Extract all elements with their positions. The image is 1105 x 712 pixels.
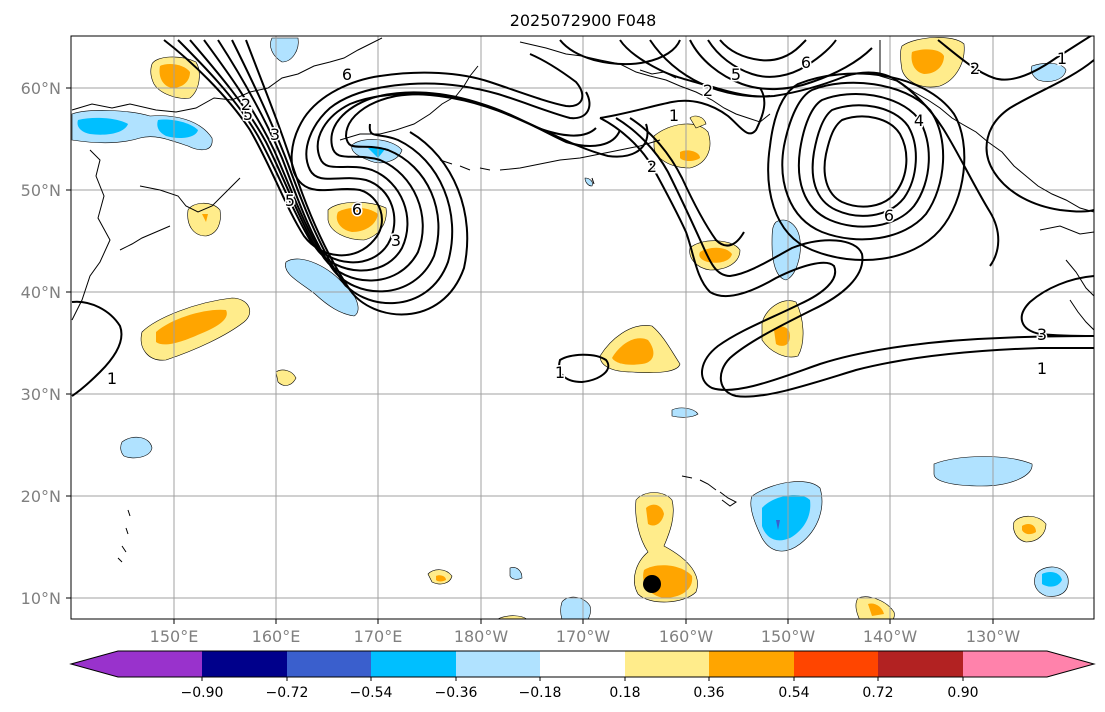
colorbar-segment (709, 651, 794, 677)
colorbar-segments (71, 651, 1094, 677)
contour-label: 4 (914, 111, 924, 130)
colorbar-segment (287, 651, 371, 677)
colorbar-tick-label: 0.36 (693, 685, 724, 701)
colorbar-segment (202, 651, 287, 677)
colorbar-tick-label: −0.54 (350, 685, 393, 701)
contour-label: 2 (241, 95, 251, 114)
contour-label: 5 (731, 65, 741, 84)
contour-label: 6 (352, 200, 362, 219)
colorbar-tick-label: −0.90 (181, 685, 224, 701)
contour-label: 2 (970, 59, 980, 78)
lat-label: 30°N (21, 385, 61, 404)
lon-axis: 150°E 160°E 170°E 180°W 170°W 160°W 150°… (150, 619, 1021, 646)
contour-label: 3 (391, 231, 401, 250)
lon-label: 150°E (150, 627, 199, 646)
lon-label: 170°W (556, 627, 611, 646)
storm-marker (643, 575, 661, 593)
contour-label: 3 (1037, 325, 1047, 344)
contour-label-group: 6 5 3 2 6 5 3 2 1 6 4 2 1 3 1 1 5 1 2 6 (105, 48, 1068, 390)
contour-label: 3 (270, 125, 280, 144)
contour-label: 1 (1057, 49, 1067, 68)
colorbar-segment (794, 651, 878, 677)
colorbar-segment (878, 651, 963, 677)
lat-label: 10°N (21, 589, 61, 608)
contour-label: 6 (342, 65, 352, 84)
colorbar-tick-label: −0.18 (519, 685, 562, 701)
lon-label: 180°W (454, 627, 509, 646)
colorbar-tick-label: −0.72 (266, 685, 309, 701)
lon-label: 150°W (761, 627, 816, 646)
contour-label: 1 (669, 106, 679, 125)
contour-label: 5 (243, 105, 253, 124)
lon-label: 130°W (966, 627, 1021, 646)
contour-label: 6 (801, 53, 811, 72)
colorbar-tick-label: −0.36 (435, 685, 478, 701)
colorbar-segment (456, 651, 540, 677)
contour-label: 2 (703, 81, 713, 100)
lon-label: 140°W (863, 627, 918, 646)
colorbar-tick-label: 0.90 (947, 685, 978, 701)
contour-label: 1 (107, 369, 117, 388)
lat-label: 20°N (21, 487, 61, 506)
colorbar-segment (963, 651, 1094, 677)
colorbar-tick-label: 0.72 (862, 685, 893, 701)
colorbar-ticks: −0.90 −0.72 −0.54 −0.36 −0.18 0.18 0.36 … (181, 677, 979, 701)
map-title: 2025072900 F048 (510, 11, 657, 30)
colorbar-tick-label: 0.54 (778, 685, 809, 701)
lat-axis: 60°N 50°N 40°N 30°N 20°N 10°N (21, 79, 71, 608)
colorbar-tick-label: 0.18 (609, 685, 640, 701)
lat-label: 40°N (21, 283, 61, 302)
lat-label: 60°N (21, 79, 61, 98)
lon-label: 170°E (354, 627, 403, 646)
lat-label: 50°N (21, 181, 61, 200)
lon-label: 160°W (659, 627, 714, 646)
plot-area: 6 5 3 2 6 5 3 2 1 6 4 2 1 3 1 1 5 1 2 6 (71, 36, 1094, 619)
contour-label: 1 (1037, 359, 1047, 378)
contour-label: 5 (285, 191, 295, 210)
contour-label: 6 (884, 206, 894, 225)
contours (71, 36, 1094, 398)
colorbar-outline (69, 650, 1096, 678)
colorbar-segment (540, 651, 625, 677)
colorbar: −0.90 −0.72 −0.54 −0.36 −0.18 0.18 0.36 … (69, 650, 1096, 701)
colorbar-segment (71, 651, 202, 677)
contour-label: 2 (647, 157, 657, 176)
lon-label: 160°E (252, 627, 301, 646)
colorbar-segment (625, 651, 709, 677)
shading-strong (77, 49, 1062, 616)
colorbar-segment (371, 651, 456, 677)
contour-label: 1 (555, 363, 565, 382)
